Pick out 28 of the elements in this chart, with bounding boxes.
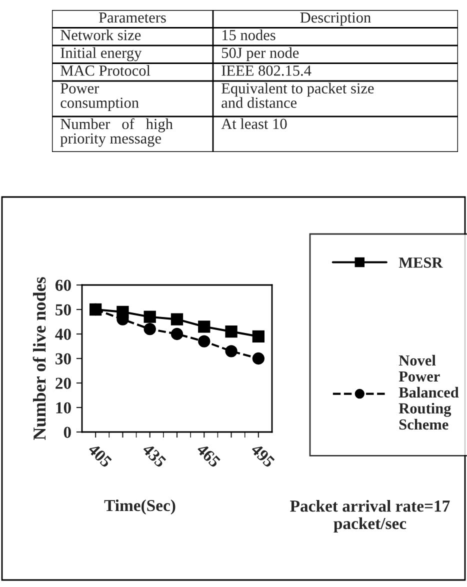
text: MAC Protocol	[60, 65, 150, 76]
text: Number of high priority message	[60, 118, 173, 147]
text: 15 nodes	[222, 30, 276, 40]
text: At least 10	[221, 118, 287, 130]
legend-label: Novel Power Balanced Routing Scheme	[398, 354, 459, 430]
y-tick-label: 40	[55, 328, 71, 340]
text: Description	[300, 12, 371, 26]
text: Power consumption	[60, 83, 139, 112]
x-axis-title: Time(Sec)	[104, 499, 176, 515]
text: Packet arrival rate=17 packet/sec	[290, 500, 450, 533]
y-tick-label: 10	[56, 402, 71, 414]
text: IEEE 802.15.4	[222, 65, 312, 76]
x-tick-label: 405	[87, 442, 112, 468]
y-axis-title: Number of live nodes	[32, 277, 46, 440]
y-tick-label: 60	[55, 280, 71, 291]
text: Parameters	[99, 12, 166, 23]
text: Network size	[60, 30, 141, 40]
y-tick-label: 50	[56, 304, 71, 316]
text: 50J per node	[222, 47, 299, 62]
text: Equivalent to packet size and distance	[222, 82, 374, 108]
y-tick-label: 0	[64, 426, 71, 438]
legend-label: MESR	[398, 257, 443, 268]
x-tick-label: 435	[142, 442, 167, 468]
y-tick-label: 30	[56, 353, 71, 364]
text: Initial energy	[60, 47, 142, 62]
x-tick-label: 495	[250, 442, 276, 468]
y-tick-label: 20	[56, 378, 71, 389]
x-tick-label: 465	[196, 442, 222, 468]
